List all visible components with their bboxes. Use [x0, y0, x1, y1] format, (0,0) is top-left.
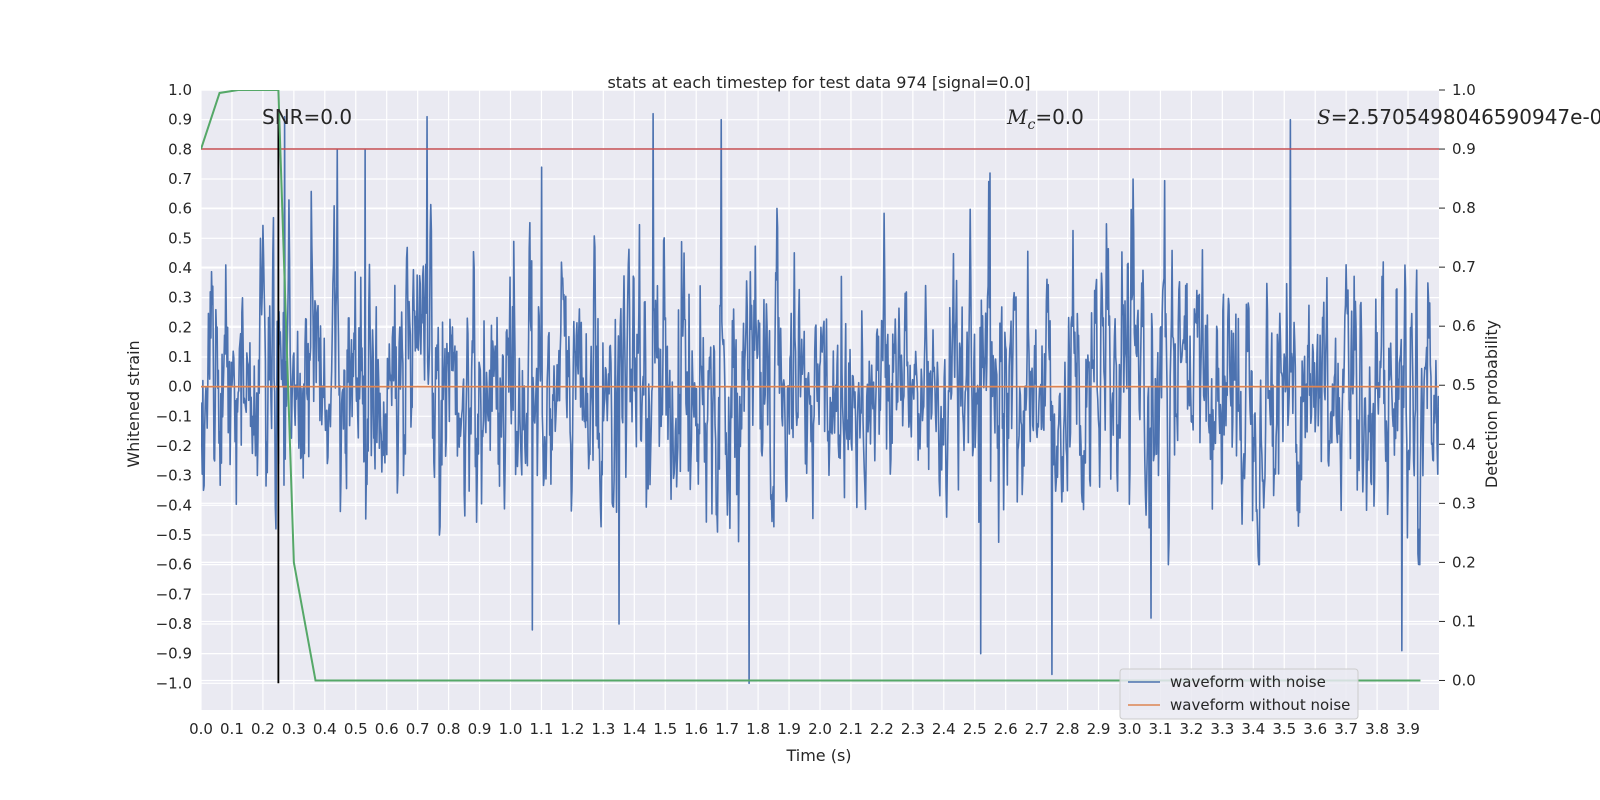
x-tick-label: 1.5 — [653, 720, 677, 738]
x-tick-label: 3.7 — [1334, 720, 1358, 738]
mc-value: =0.0 — [1035, 105, 1084, 129]
x-tick-label: 2.6 — [994, 720, 1018, 738]
x-tick-label: 2.4 — [932, 720, 956, 738]
y-left-tick-label: 0.6 — [168, 200, 192, 218]
legend: waveform with noise waveform without noi… — [1119, 668, 1359, 720]
s-value: =2.5705498046590947e-0 — [1331, 105, 1600, 129]
y-axis-right-label: Detection probability — [1482, 320, 1501, 488]
x-tick-label: 3.3 — [1210, 720, 1234, 738]
y-left-tick-label: −0.5 — [156, 526, 192, 544]
y-left-tick-label: 0.1 — [168, 348, 192, 366]
x-tick-label: 2.0 — [808, 720, 832, 738]
y-right-tick-label: 1.0 — [1452, 81, 1476, 99]
y-axis-left-ticks: 1.0 0.9 0.8 0.7 0.6 0.5 0.4 0.3 0.2 0.1 0.0 −0.1 −0.… — [156, 81, 192, 692]
y-left-tick-label: 0.9 — [168, 111, 192, 129]
y-left-tick-label: 0.0 — [168, 378, 192, 396]
x-tick-label: 0.1 — [220, 720, 244, 738]
x-tick-label: 0.8 — [437, 720, 461, 738]
x-tick-label: 1.8 — [746, 720, 770, 738]
x-tick-label: 0.0 — [189, 720, 213, 738]
y-left-tick-label: 0.2 — [168, 318, 192, 336]
x-tick-label: 3.4 — [1241, 720, 1265, 738]
chart-title: stats at each timestep for test data 974… — [607, 73, 1030, 92]
y-right-tick-label: 0.3 — [1452, 494, 1476, 512]
y-left-tick-label: 1.0 — [168, 81, 192, 99]
legend-label-waveform-without-noise: waveform without noise — [1170, 696, 1350, 714]
x-tick-label: 1.6 — [684, 720, 708, 738]
x-tick-label: 0.6 — [375, 720, 399, 738]
s-annotation: S=2.5705498046590947e-0 — [1317, 105, 1600, 129]
y-left-tick-label: −0.8 — [156, 615, 192, 633]
x-tick-label: 0.3 — [282, 720, 306, 738]
series-lines — [201, 90, 1439, 684]
mc-symbol: M — [1006, 105, 1028, 129]
x-tick-label: 0.2 — [251, 720, 275, 738]
x-tick-label: 2.2 — [870, 720, 894, 738]
y-left-tick-label: −0.7 — [156, 585, 192, 603]
x-tick-label: 0.9 — [468, 720, 492, 738]
x-tick-label: 2.8 — [1056, 720, 1080, 738]
s-symbol: S — [1317, 105, 1331, 129]
y-left-tick-label: −0.4 — [156, 496, 192, 514]
line-waveform-with-noise — [201, 112, 1439, 685]
x-tick-label: 1.3 — [591, 720, 615, 738]
x-tick-label: 0.4 — [313, 720, 337, 738]
x-tick-label: 2.1 — [839, 720, 863, 738]
y-left-tick-label: 0.3 — [168, 289, 192, 307]
x-tick-label: 3.9 — [1396, 720, 1420, 738]
x-tick-label: 2.9 — [1087, 720, 1111, 738]
x-tick-label: 1.4 — [622, 720, 646, 738]
y-right-tick-label: 0.4 — [1452, 435, 1476, 453]
y-right-tick-label: 0.0 — [1452, 671, 1476, 689]
x-tick-label: 2.3 — [901, 720, 925, 738]
x-tick-label: 3.5 — [1272, 720, 1296, 738]
x-tick-label: 1.9 — [777, 720, 801, 738]
series-waveform-with-noise — [201, 112, 1439, 685]
y-left-tick-label: 0.5 — [168, 229, 192, 247]
y-left-tick-label: −0.2 — [156, 437, 192, 455]
x-tick-label: 3.6 — [1303, 720, 1327, 738]
y-right-tick-label: 0.2 — [1452, 553, 1476, 571]
y-right-tick-label: 0.7 — [1452, 258, 1476, 276]
y-left-tick-label: −0.9 — [156, 645, 192, 663]
x-tick-label: 1.0 — [499, 720, 523, 738]
y-axis-left-label: Whitened strain — [124, 340, 143, 467]
y-left-tick-label: 0.4 — [168, 259, 192, 277]
mc-annotation: Mc=0.0 — [1006, 105, 1084, 133]
y-left-tick-label: 0.8 — [168, 140, 192, 158]
y-right-tick-label: 0.1 — [1452, 612, 1476, 630]
x-tick-label: 3.2 — [1179, 720, 1203, 738]
y-right-tick-label: 0.9 — [1452, 140, 1476, 158]
x-tick-label: 1.1 — [530, 720, 554, 738]
y-right-tick-label: 0.5 — [1452, 376, 1476, 394]
y-right-tick-label: 0.8 — [1452, 199, 1476, 217]
y-axis-right-ticks: 1.0 0.9 0.8 0.7 0.6 0.5 0.4 0.3 0.2 0.1 0.0 — [1439, 81, 1476, 689]
y-left-tick-label: 0.7 — [168, 170, 192, 188]
legend-label-waveform-with-noise: waveform with noise — [1170, 673, 1326, 691]
y-left-tick-label: −0.3 — [156, 467, 192, 485]
line-detection-probability — [201, 90, 1421, 682]
x-tick-label: 0.5 — [344, 720, 368, 738]
y-left-tick-label: −0.1 — [156, 407, 192, 425]
y-left-tick-label: −0.6 — [156, 556, 192, 574]
snr-annotation: SNR=0.0 — [262, 105, 352, 129]
x-tick-label: 1.2 — [560, 720, 584, 738]
x-tick-label: 0.7 — [406, 720, 430, 738]
mc-subscript: c — [1027, 117, 1035, 133]
x-tick-label: 3.8 — [1365, 720, 1389, 738]
y-right-tick-label: 0.6 — [1452, 317, 1476, 335]
x-axis-ticks: 0.0 0.1 0.2 0.3 0.4 0.5 0.6 0.7 0.8 0.9 1.0 1.1 1.2 1… — [189, 720, 1420, 738]
x-tick-label: 3.1 — [1149, 720, 1173, 738]
legend-box — [1119, 668, 1359, 720]
y-left-tick-label: −1.0 — [156, 674, 192, 692]
x-tick-label: 2.5 — [963, 720, 987, 738]
x-tick-label: 1.7 — [715, 720, 739, 738]
x-tick-label: 3.0 — [1118, 720, 1142, 738]
x-axis-label: Time (s) — [785, 746, 851, 765]
x-tick-label: 2.7 — [1025, 720, 1049, 738]
